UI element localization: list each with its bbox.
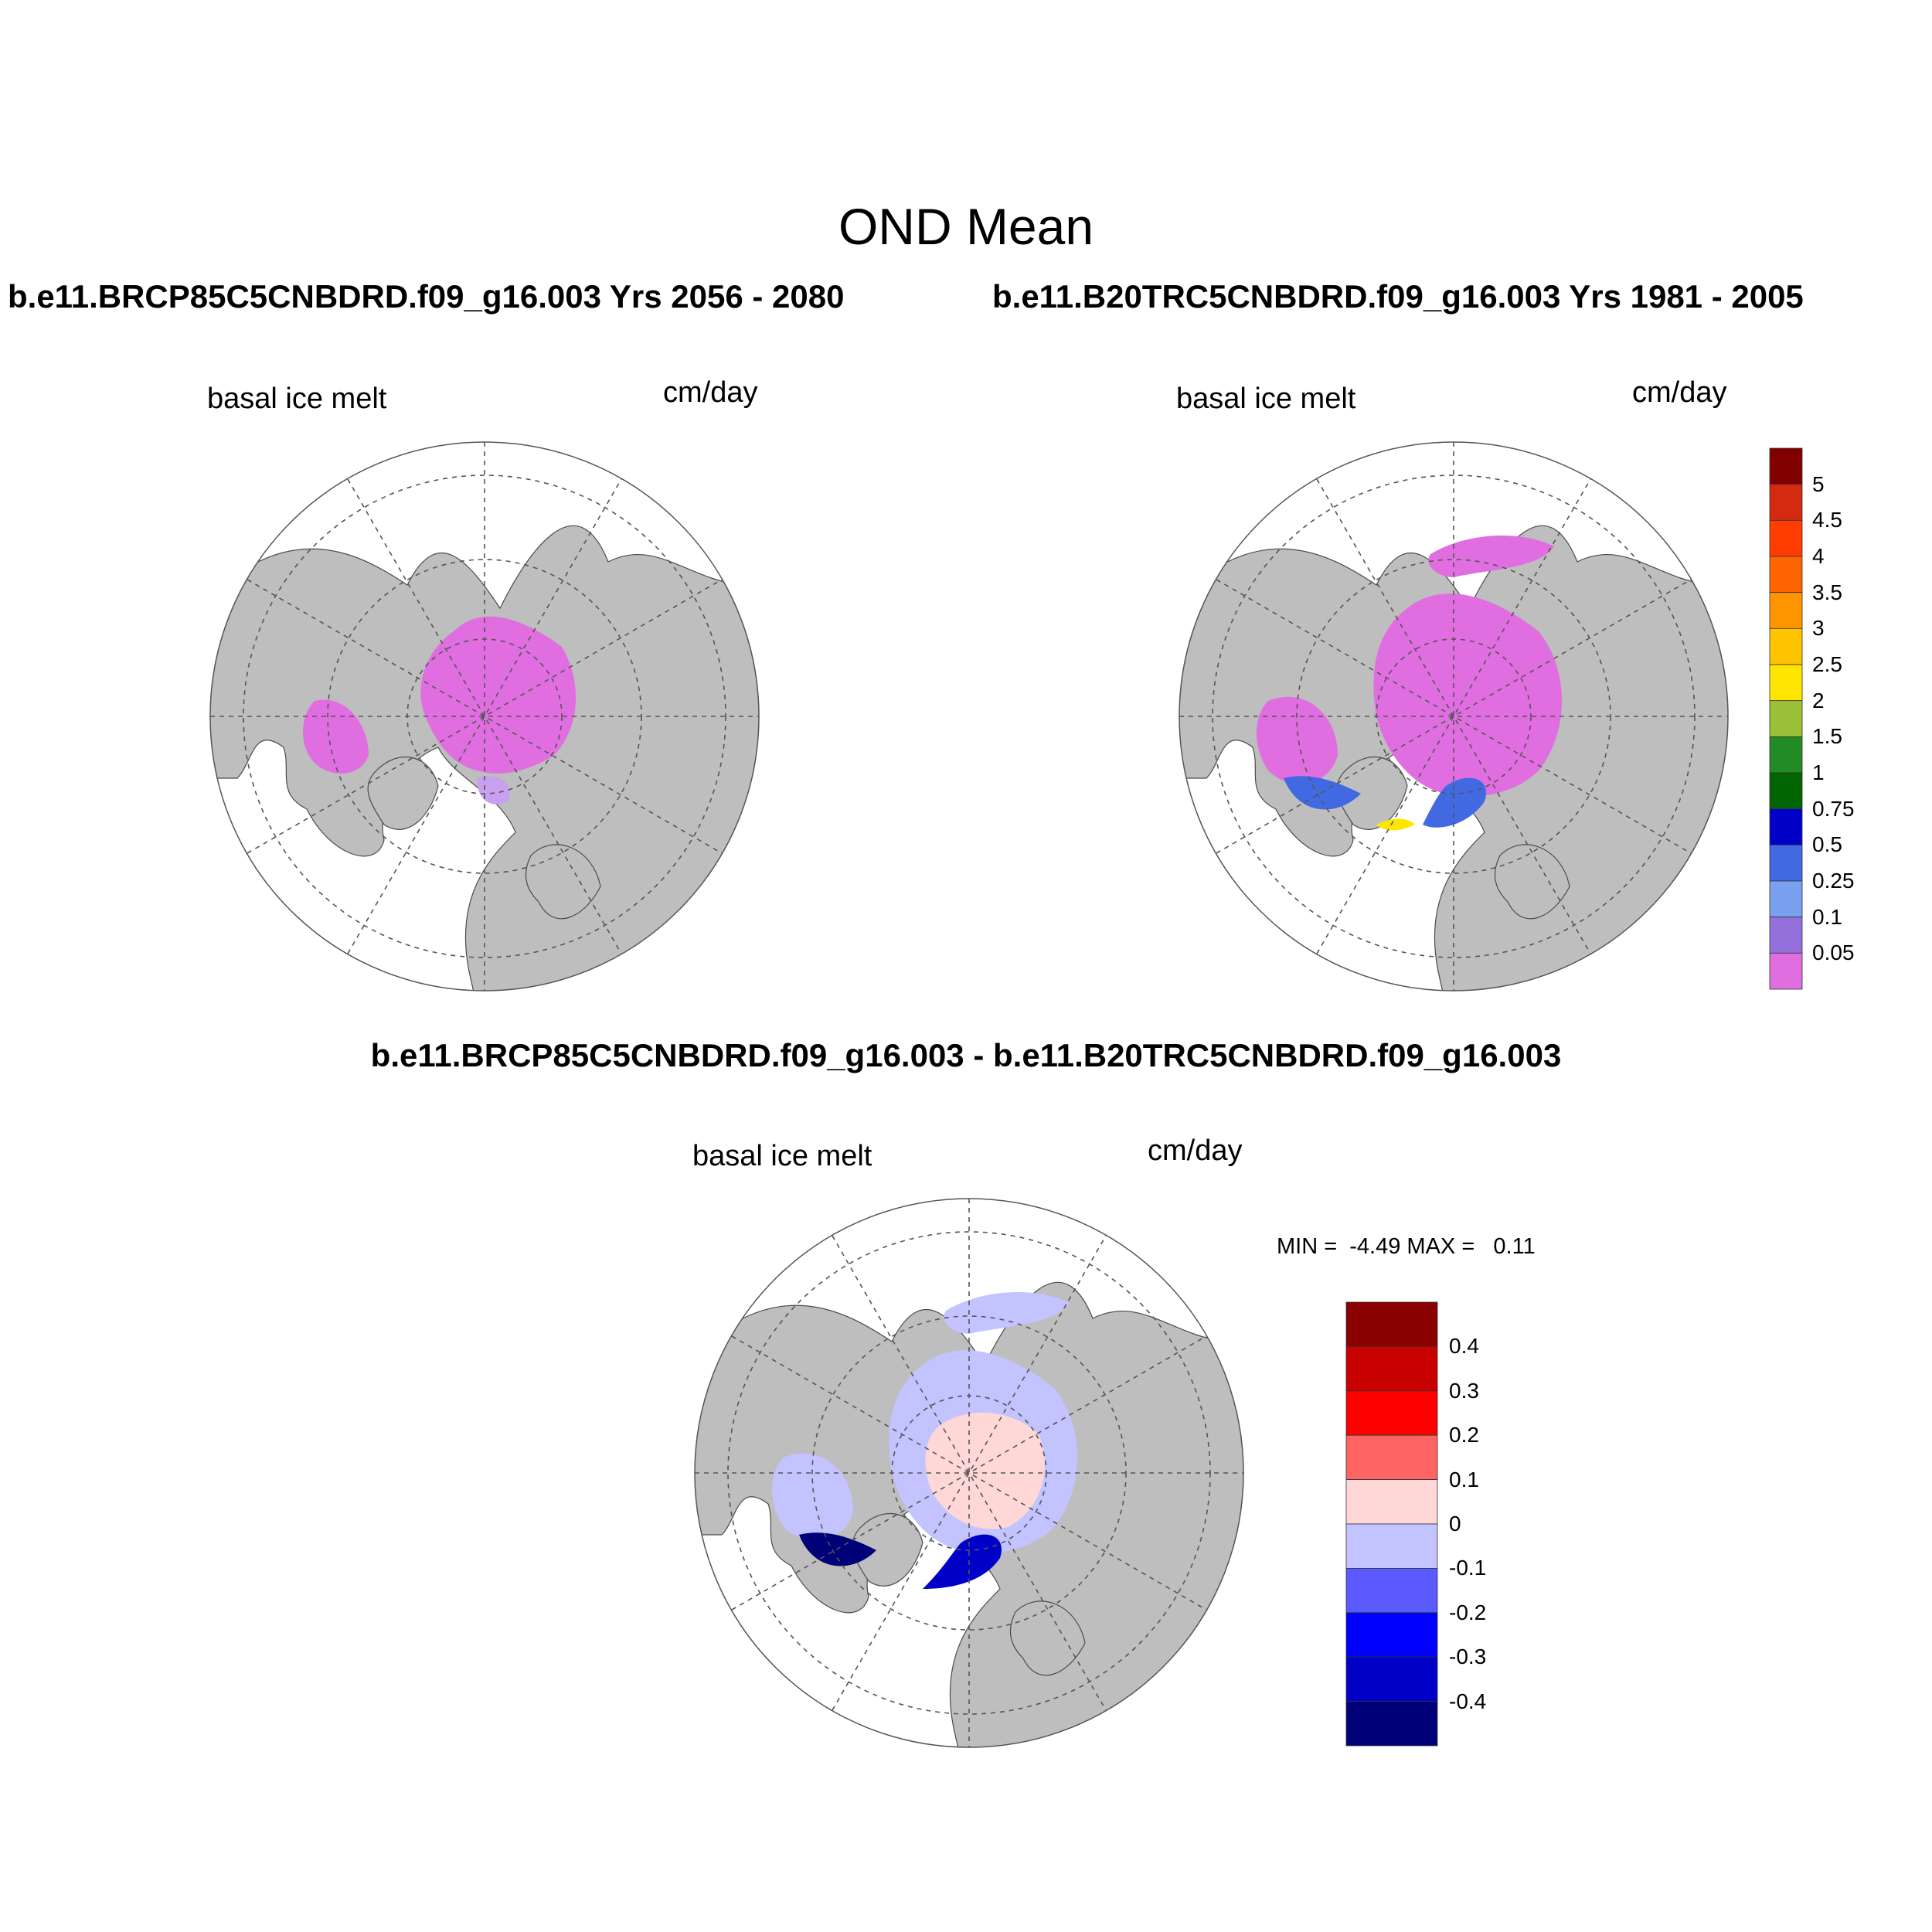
colorbar-tick-label: 0.1 <box>1812 904 1842 929</box>
colorbar-swatch <box>1769 880 1803 918</box>
colorbar-swatch <box>1345 1479 1438 1525</box>
diff-strong-negative-2 <box>923 1534 1002 1589</box>
colorbar-swatch <box>1345 1701 1438 1747</box>
colorbar-swatch <box>1345 1523 1438 1569</box>
colorbar-tick-label: 2 <box>1812 688 1825 713</box>
colorbar-tick-label: -0.1 <box>1449 1556 1487 1580</box>
right-polar-map <box>1179 442 1728 991</box>
colorbar-swatch <box>1769 736 1803 774</box>
left-panel-title: b.e11.BRCP85C5CNBDRD.f09_g16.003 Yrs 205… <box>8 278 845 315</box>
colorbar-tick-label: 0.2 <box>1449 1423 1479 1447</box>
colorbar-swatch <box>1345 1434 1438 1480</box>
colorbar-tick-label: -0.3 <box>1449 1645 1487 1669</box>
right-variable-label: basal ice melt <box>1176 383 1356 415</box>
colorbar-swatch <box>1769 844 1803 882</box>
right-melt-bering <box>1428 536 1554 577</box>
colorbar-swatch <box>1345 1346 1438 1392</box>
colorbar-tick-label: 0.25 <box>1812 869 1855 893</box>
colorbar-tick-label: 0.5 <box>1812 832 1842 857</box>
left-polar-map <box>210 442 759 991</box>
colorbar-swatch <box>1769 447 1803 485</box>
colorbar-tick-label: 0.75 <box>1812 796 1855 821</box>
left-units-label: cm/day <box>663 376 758 409</box>
diff-bering-negative <box>944 1292 1070 1334</box>
left-variable-label: basal ice melt <box>207 383 387 415</box>
colorbar-swatch <box>1769 772 1803 810</box>
right-melt-region <box>1373 594 1562 797</box>
colorbar-swatch <box>1769 519 1803 557</box>
colorbar-tick-label: 1.5 <box>1812 724 1842 749</box>
colorbar-tick-label: 1 <box>1812 760 1825 784</box>
figure-title: OND Mean <box>838 198 1094 255</box>
colorbar-swatch <box>1345 1612 1438 1658</box>
colorbar-tick-label: 0.05 <box>1812 940 1855 965</box>
diff-variable-label: basal ice melt <box>692 1140 872 1172</box>
colorbar-swatch <box>1769 664 1803 702</box>
colorbar-tick-label: 5 <box>1812 471 1825 496</box>
left-melt-region <box>420 616 577 774</box>
colorbar-swatch <box>1345 1656 1438 1702</box>
colorbar-tick-label: 4.5 <box>1812 508 1842 532</box>
colorbar-swatch <box>1769 917 1803 954</box>
diff-polar-map <box>695 1199 1243 1747</box>
right-units-label: cm/day <box>1632 376 1727 409</box>
colorbar-swatch <box>1769 628 1803 665</box>
right-melt-hudson <box>1257 696 1338 784</box>
diff-hudson-region <box>772 1453 853 1541</box>
colorbar-diff <box>1345 1301 1438 1747</box>
colorbar-tick-label: 0 <box>1449 1512 1461 1536</box>
colorbar-swatch <box>1769 484 1803 521</box>
colorbar-tick-label: 0.3 <box>1449 1378 1479 1403</box>
colorbar-swatch <box>1769 952 1803 990</box>
right-panel-title: b.e11.B20TRC5CNBDRD.f09_g16.003 Yrs 1981… <box>992 278 1804 315</box>
colorbar-tick-label: 0.1 <box>1449 1467 1479 1492</box>
colorbar-main <box>1769 447 1803 990</box>
colorbar-swatch <box>1769 700 1803 737</box>
colorbar-swatch <box>1769 592 1803 629</box>
right-map-border <box>1179 441 1729 992</box>
colorbar-tick-label: 4 <box>1812 544 1825 568</box>
diff-units-label: cm/day <box>1148 1134 1243 1167</box>
colorbar-swatch <box>1769 808 1803 845</box>
colorbar-tick-label: -0.4 <box>1449 1689 1487 1713</box>
right-melt-peak <box>1376 818 1415 831</box>
colorbar-tick-label: 0.4 <box>1449 1334 1479 1359</box>
right-melt-barents <box>1423 777 1486 828</box>
colorbar-swatch <box>1769 556 1803 594</box>
colorbar-swatch <box>1345 1390 1438 1436</box>
min-max-label: MIN = -4.49 MAX = 0.11 <box>1277 1234 1536 1259</box>
colorbar-tick-label: 2.5 <box>1812 652 1842 676</box>
left-map-border <box>209 441 760 992</box>
colorbar-swatch <box>1345 1568 1438 1614</box>
diff-panel-title: b.e11.BRCP85C5CNBDRD.f09_g16.003 - b.e11… <box>370 1037 1562 1073</box>
colorbar-tick-label: -0.2 <box>1449 1600 1487 1624</box>
colorbar-tick-label: 3 <box>1812 616 1825 641</box>
diff-map-border <box>694 1198 1244 1748</box>
left-melt-hudson <box>303 699 369 774</box>
colorbar-swatch <box>1345 1301 1438 1347</box>
colorbar-tick-label: 3.5 <box>1812 580 1842 604</box>
